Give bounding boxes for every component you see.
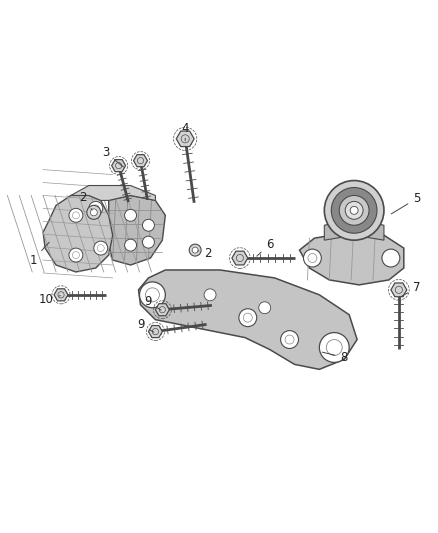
Polygon shape	[391, 283, 407, 297]
Circle shape	[142, 236, 155, 248]
Circle shape	[69, 208, 83, 222]
Circle shape	[87, 205, 101, 219]
Circle shape	[90, 209, 97, 216]
Circle shape	[140, 282, 165, 308]
Polygon shape	[138, 270, 357, 369]
Text: 8: 8	[322, 351, 348, 364]
Text: 2: 2	[198, 247, 212, 260]
Polygon shape	[134, 155, 148, 167]
Circle shape	[281, 330, 298, 349]
Circle shape	[304, 249, 321, 267]
Circle shape	[69, 248, 83, 262]
Polygon shape	[148, 326, 162, 337]
Text: 6: 6	[257, 238, 273, 256]
Circle shape	[350, 206, 358, 214]
Circle shape	[382, 249, 400, 267]
Circle shape	[331, 188, 377, 233]
Circle shape	[94, 241, 108, 255]
Circle shape	[324, 181, 384, 240]
Text: 10: 10	[39, 293, 60, 306]
Text: 4: 4	[181, 123, 189, 141]
Polygon shape	[300, 232, 404, 285]
Text: 5: 5	[391, 192, 420, 214]
Text: 9: 9	[145, 295, 161, 310]
Circle shape	[89, 201, 103, 215]
Polygon shape	[324, 219, 384, 240]
Polygon shape	[43, 196, 113, 272]
Polygon shape	[54, 289, 68, 301]
Text: 7: 7	[401, 281, 420, 296]
Circle shape	[124, 239, 137, 251]
Polygon shape	[71, 185, 155, 200]
Circle shape	[124, 209, 137, 221]
Circle shape	[204, 289, 216, 301]
Circle shape	[239, 309, 257, 327]
Text: 2: 2	[79, 191, 92, 210]
Circle shape	[142, 219, 155, 231]
Polygon shape	[112, 159, 126, 172]
Polygon shape	[155, 304, 170, 316]
Text: 1: 1	[29, 242, 49, 266]
Polygon shape	[232, 251, 248, 265]
Polygon shape	[176, 131, 194, 147]
Text: 9: 9	[137, 318, 154, 332]
Text: 3: 3	[102, 146, 124, 167]
Circle shape	[259, 302, 271, 314]
Circle shape	[345, 201, 363, 219]
Circle shape	[192, 247, 198, 253]
Circle shape	[339, 196, 369, 225]
Circle shape	[189, 244, 201, 256]
Polygon shape	[109, 196, 165, 265]
Circle shape	[319, 333, 349, 362]
